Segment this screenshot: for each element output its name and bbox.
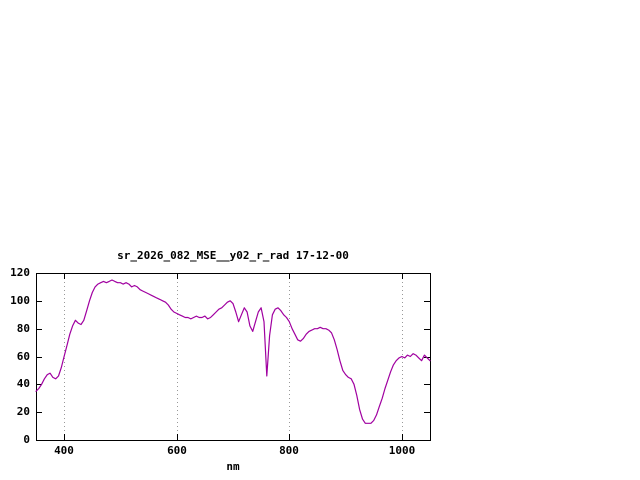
y-tick-label: 40 — [16, 377, 30, 390]
x-tick-label: 400 — [54, 444, 74, 457]
y-tick-label: 0 — [23, 433, 30, 446]
y-tick-label: 80 — [16, 322, 30, 335]
y-tick-label: 20 — [16, 405, 30, 418]
x-axis-title: nm — [226, 460, 240, 473]
chart-title: sr_2026_082_MSE__y02_r_rad 17-12-00 — [117, 249, 349, 262]
y-tick-label: 100 — [10, 294, 30, 307]
x-tick-label: 800 — [279, 444, 299, 457]
x-tick-label: 1000 — [388, 444, 416, 457]
y-tick-label: 60 — [16, 350, 30, 363]
x-tick-label: 600 — [167, 444, 187, 457]
plot-border — [36, 273, 431, 441]
y-tick-label: 120 — [10, 266, 30, 279]
spectrum-line — [35, 279, 431, 424]
